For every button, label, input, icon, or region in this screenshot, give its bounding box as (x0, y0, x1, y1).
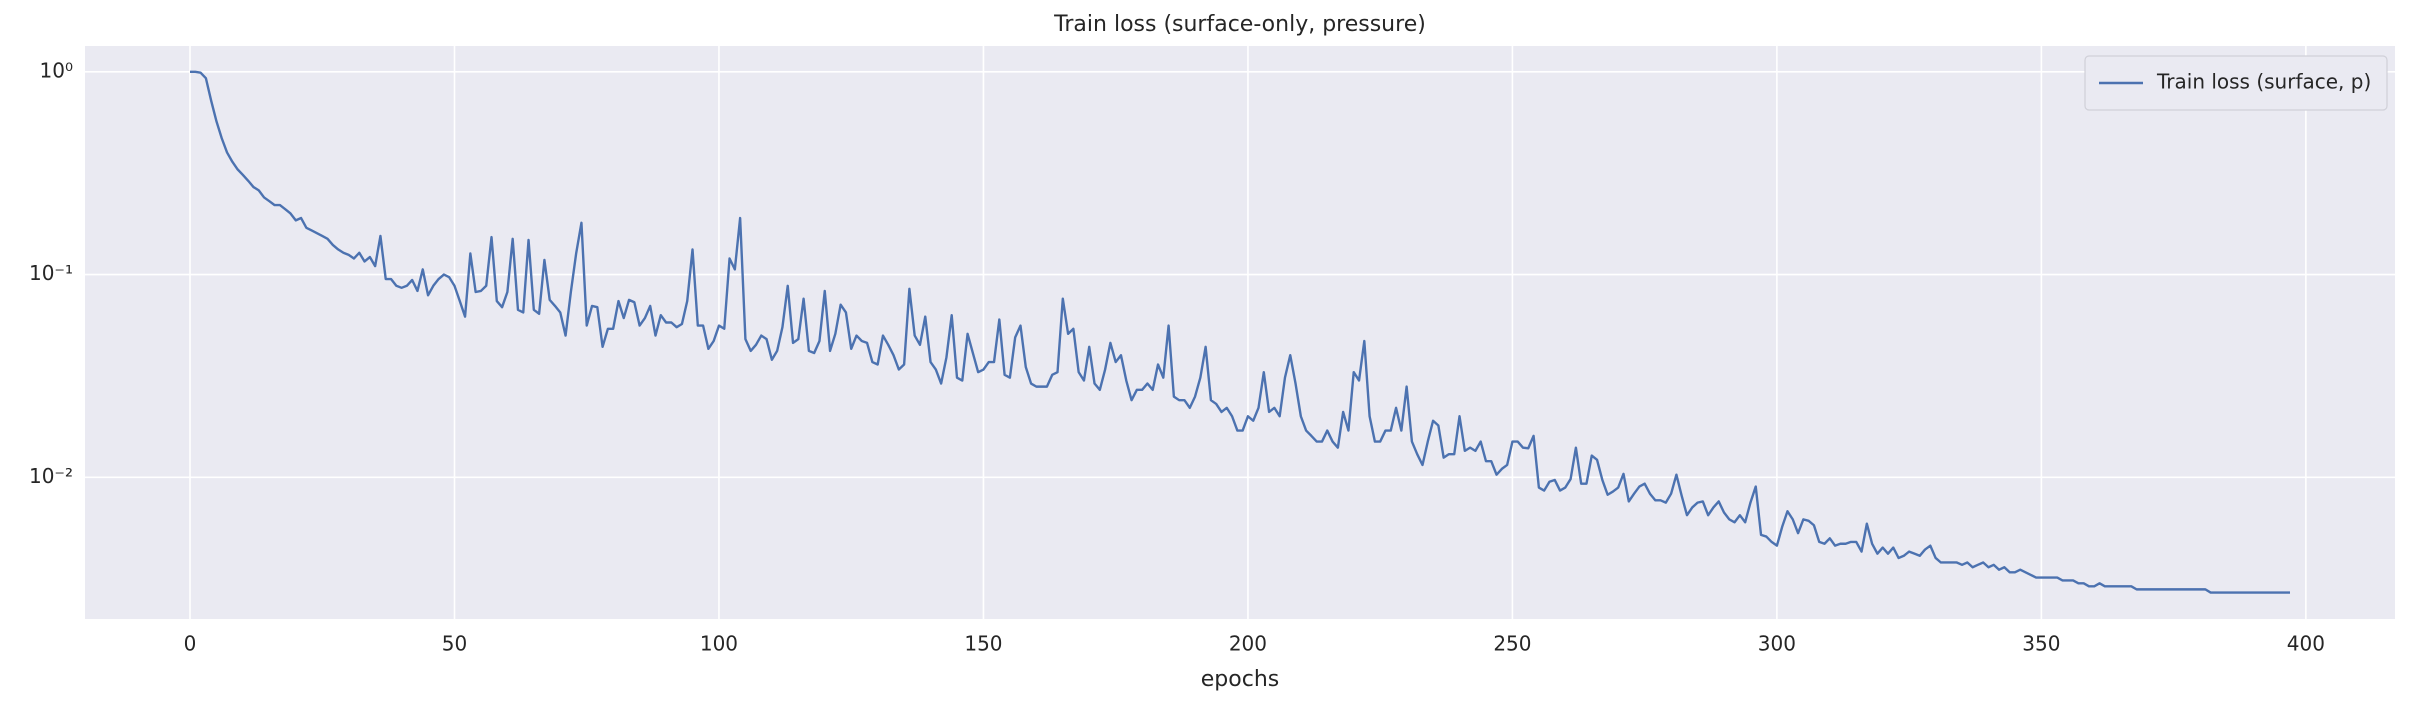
x-tick-label: 200 (1229, 632, 1267, 656)
series-layer (190, 70, 2290, 594)
x-tick-label: 100 (700, 632, 738, 656)
x-tick-label: 350 (2022, 632, 2060, 656)
x-tick-label: 300 (1758, 632, 1796, 656)
y-tick-label: 10⁰ (40, 58, 73, 82)
chart-title: Train loss (surface-only, pressure) (1053, 12, 1426, 37)
series-line (190, 70, 2290, 594)
x-tick-label: 150 (964, 632, 1002, 656)
legend-label: Train loss (surface, p) (2156, 70, 2371, 94)
plot-area (85, 46, 2395, 619)
x-axis-label: epochs (1201, 667, 1279, 692)
y-tick-label: 10⁻¹ (29, 261, 73, 285)
y-tick-label: 10⁻² (29, 464, 73, 488)
x-tick-label: 250 (1493, 632, 1531, 656)
grid (85, 46, 2395, 619)
x-tick-label: 50 (442, 632, 467, 656)
x-tick-label: 0 (184, 632, 197, 656)
legend-box (2084, 55, 2388, 111)
x-tick-label: 400 (2287, 632, 2325, 656)
legend: Train loss (surface, p) (2084, 55, 2388, 111)
